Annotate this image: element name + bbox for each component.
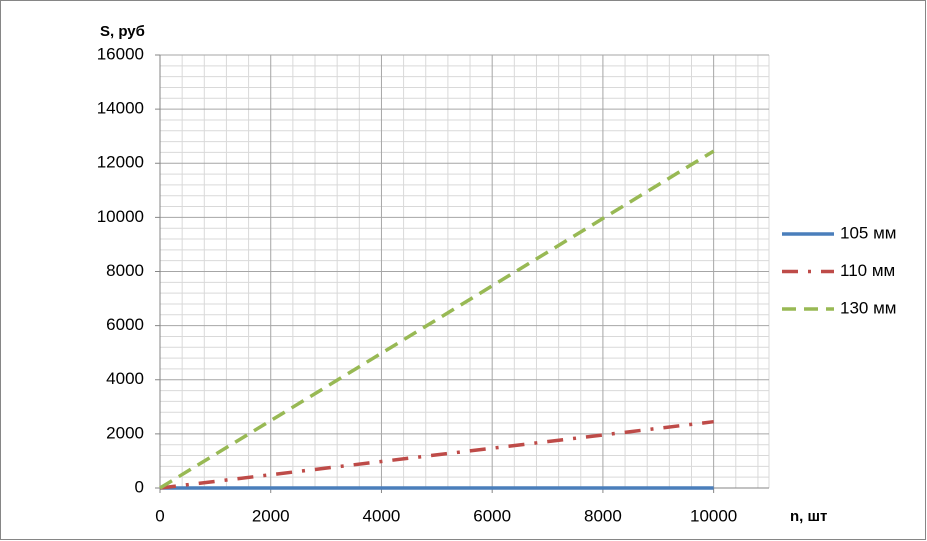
x-tick-label: 4000 bbox=[363, 506, 401, 525]
x-axis-label: n, шт bbox=[790, 508, 827, 525]
x-tick-label: 10000 bbox=[690, 506, 737, 525]
x-tick-label: 2000 bbox=[252, 506, 290, 525]
y-tick-label: 10000 bbox=[97, 207, 144, 226]
y-tick-label: 2000 bbox=[106, 423, 144, 442]
x-tick-label: 6000 bbox=[473, 506, 511, 525]
series-line bbox=[159, 419, 714, 490]
legend-label: 105 мм bbox=[840, 223, 896, 242]
series-line bbox=[159, 149, 715, 490]
y-tick-label: 16000 bbox=[97, 44, 144, 63]
y-tick-label: 6000 bbox=[106, 315, 144, 334]
y-tick-label: 8000 bbox=[106, 261, 144, 280]
y-tick-label: 12000 bbox=[97, 153, 144, 172]
y-axis-label: S, руб bbox=[100, 23, 145, 40]
y-tick-label: 14000 bbox=[97, 99, 144, 118]
y-tick-label: 0 bbox=[135, 477, 144, 496]
x-tick-label: 0 bbox=[155, 506, 164, 525]
legend-label: 130 мм bbox=[840, 298, 896, 317]
legend-label: 110 мм bbox=[840, 261, 895, 280]
y-tick-label: 4000 bbox=[106, 369, 144, 388]
x-tick-label: 8000 bbox=[584, 506, 622, 525]
